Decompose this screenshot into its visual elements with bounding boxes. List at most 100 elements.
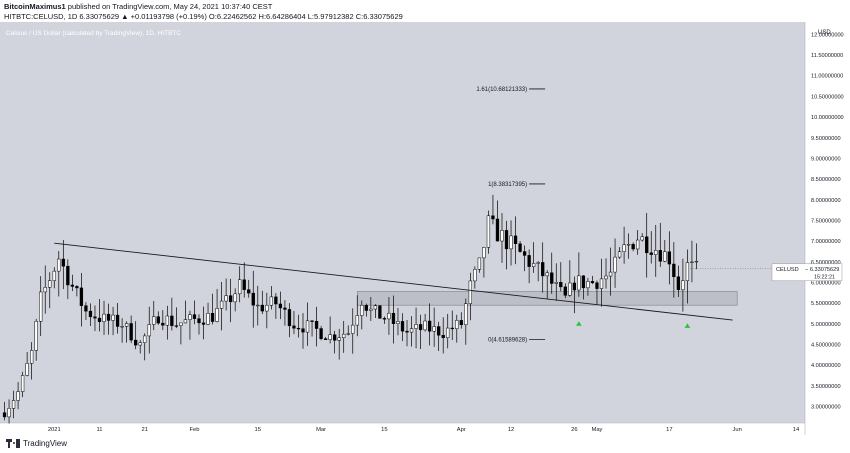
candle-body	[608, 271, 613, 277]
tradingview-logo[interactable]: TradingView	[6, 439, 67, 448]
candle-body	[482, 247, 486, 259]
candle-body	[97, 317, 102, 322]
candle-body	[174, 325, 179, 327]
candle-body	[409, 328, 414, 333]
candle-body	[138, 342, 142, 346]
currency-label: USD	[818, 30, 831, 36]
candle-body	[287, 309, 292, 327]
candle-body	[690, 261, 694, 263]
candle-body	[210, 313, 215, 322]
candle-body	[468, 280, 472, 304]
x-tick-label: 2021	[48, 427, 61, 433]
candle-body	[269, 296, 274, 306]
candle-body	[360, 305, 364, 316]
candle-body	[391, 312, 396, 324]
candle-body	[373, 305, 378, 310]
candle-body	[319, 328, 323, 339]
candle-body	[531, 263, 536, 267]
candle-body	[215, 308, 219, 322]
candle-body	[70, 284, 75, 287]
candle-body	[563, 286, 567, 296]
candle-body	[437, 326, 441, 336]
author-name[interactable]: BitcoinMaximus1	[4, 2, 66, 11]
candle-body	[52, 270, 56, 281]
plot-background	[0, 22, 805, 435]
candle-body	[147, 324, 151, 337]
candle-body	[328, 334, 332, 340]
candle-body	[7, 408, 11, 418]
x-tick-label: 21	[141, 427, 147, 433]
y-tick-label: 5.50000000	[811, 301, 841, 307]
candle-body	[518, 243, 522, 252]
time-axis-background	[0, 423, 805, 435]
candle-body	[156, 316, 160, 324]
candle-body	[2, 412, 7, 418]
y-tick-label: 5.00000000	[811, 322, 841, 328]
candle-body	[301, 328, 305, 333]
candle-body	[541, 262, 545, 277]
candle-body	[251, 292, 255, 306]
x-tick-label: May	[591, 427, 602, 433]
candle-body	[260, 304, 264, 312]
trendline[interactable]	[54, 242, 733, 321]
candle-body	[66, 265, 70, 286]
publisher-line: BitcoinMaximus1 published on TradingView…	[4, 2, 272, 11]
candle-body	[197, 318, 201, 324]
candle-body	[256, 304, 260, 307]
candle-body	[39, 291, 43, 322]
candle-body	[242, 279, 246, 290]
y-tick-label: 11.50000000	[811, 53, 843, 59]
candle-body	[115, 314, 120, 327]
y-tick-label: 9.50000000	[811, 136, 841, 142]
x-tick-label: 14	[793, 427, 800, 433]
candle-body	[617, 251, 622, 258]
candle-body	[170, 315, 174, 326]
candle-body	[152, 316, 156, 325]
candle-body	[274, 296, 278, 305]
publish-info: published on TradingView.com, May 24, 20…	[65, 2, 273, 11]
candle-body	[427, 320, 432, 332]
candle-body	[25, 363, 29, 376]
y-tick-label: 12.00000000	[811, 32, 844, 38]
candle-body	[278, 303, 283, 309]
candle-body	[581, 275, 586, 289]
current-price-value: − 6.33075629	[805, 267, 839, 273]
candle-body	[102, 313, 106, 322]
ohlc-line: HITBTC:CELUSD, 1D 6.33075629 ▲ +0.011937…	[4, 12, 403, 21]
candle-body	[351, 324, 355, 334]
candle-body	[599, 278, 604, 289]
candle-body	[658, 250, 662, 262]
tradingview-brand: TradingView	[23, 439, 68, 448]
candle-body	[30, 350, 34, 364]
candle-body	[292, 325, 296, 329]
candle-body	[636, 239, 640, 250]
y-tick-label: 8.50000000	[811, 177, 841, 183]
candle-body	[283, 307, 287, 310]
candle-body	[79, 287, 84, 306]
candle-body	[613, 256, 617, 273]
candle-body	[459, 320, 463, 326]
current-price-label-box	[771, 263, 843, 282]
price-chart[interactable]: Celsius / US Dollar (calculated by Tradi…	[0, 22, 850, 435]
candle-body	[590, 281, 595, 284]
y-tick-label: 9.00000000	[811, 156, 841, 162]
y-tick-label: 6.00000000	[811, 280, 841, 286]
y-tick-label: 3.50000000	[811, 384, 841, 390]
candle-body	[486, 215, 491, 248]
candle-body	[342, 333, 346, 338]
chart-title: Celsius / US Dollar (calculated by Tradi…	[6, 30, 181, 37]
candle-body	[626, 244, 631, 246]
candle-body	[396, 321, 400, 324]
candle-body	[43, 287, 47, 293]
chart-frame[interactable]: Celsius / US Dollar (calculated by Tradi…	[0, 22, 850, 435]
candle-body	[48, 280, 52, 288]
candle-body	[206, 313, 210, 325]
price-axis-background	[805, 22, 850, 435]
candle-body	[192, 314, 197, 319]
candle-body	[645, 236, 649, 254]
chart-header: BitcoinMaximus1 published on TradingView…	[0, 0, 850, 22]
candle-body	[550, 272, 554, 284]
candle-body	[667, 251, 671, 265]
candle-body	[346, 333, 350, 335]
x-tick-label: 15	[381, 427, 387, 433]
